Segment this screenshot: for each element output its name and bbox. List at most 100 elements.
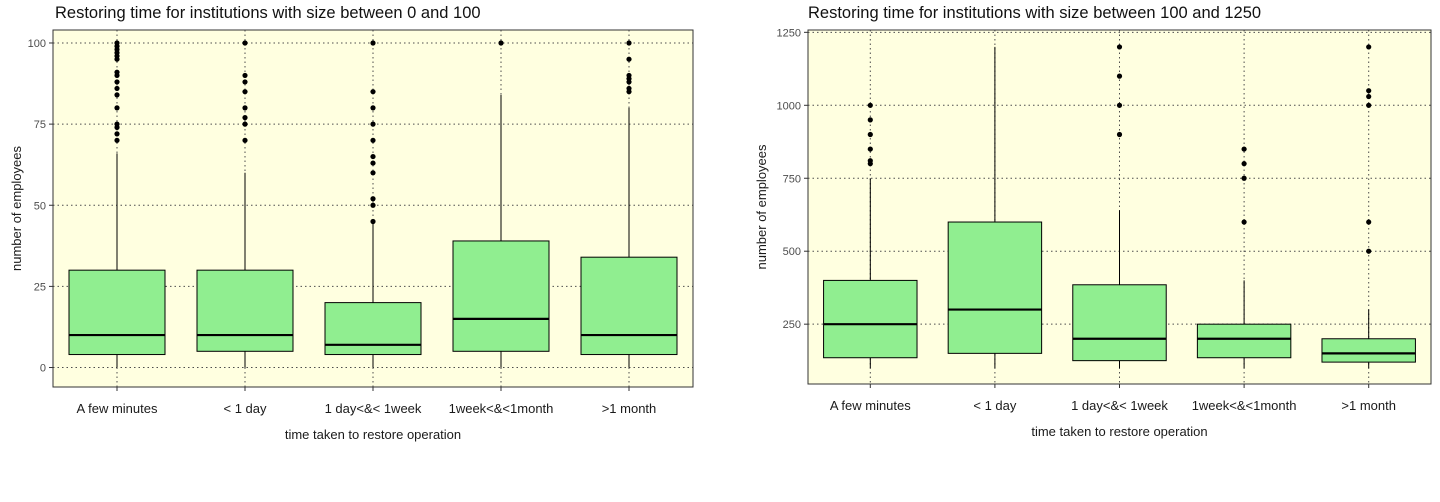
outlier-point xyxy=(626,72,632,79)
outlier-point xyxy=(1241,175,1247,181)
outlier-point xyxy=(370,170,376,176)
outlier-point xyxy=(242,115,248,121)
outlier-point xyxy=(1241,146,1247,152)
outlier-point xyxy=(626,40,632,46)
box-group xyxy=(324,40,422,368)
y-tick-label: 50 xyxy=(34,200,46,212)
outlier-point xyxy=(242,40,248,46)
x-tick-label: A few minutes xyxy=(830,398,911,413)
box xyxy=(324,302,422,356)
x-tick-label: >1 month xyxy=(1341,398,1396,413)
box xyxy=(947,221,1043,354)
outlier-point xyxy=(114,79,120,85)
x-tick-label: >1 month xyxy=(602,401,657,416)
y-tick-label: 0 xyxy=(40,363,46,375)
left-chart-panel: Restoring time for institutions with siz… xyxy=(9,4,694,442)
outlier-point xyxy=(242,121,248,127)
box-group xyxy=(947,46,1043,368)
y-tick-label: 100 xyxy=(28,38,46,50)
outlier-point xyxy=(1116,131,1123,138)
outlier-point xyxy=(114,92,120,98)
outlier-point xyxy=(1116,44,1123,50)
x-axis-title: time taken to restore operation xyxy=(1031,424,1207,439)
outlier-point xyxy=(1366,102,1372,108)
outlier-point xyxy=(626,56,632,62)
x-tick-label: A few minutes xyxy=(77,401,158,416)
outlier-point xyxy=(114,121,120,127)
outlier-point xyxy=(867,131,873,138)
y-tick-label: 500 xyxy=(783,246,801,258)
box-group xyxy=(452,40,550,368)
outlier-point xyxy=(867,117,873,123)
box-group xyxy=(1321,44,1416,368)
x-tick-label: 1 day<&< 1week xyxy=(1071,398,1168,413)
y-tick-label: 1000 xyxy=(777,100,801,112)
x-tick-label: < 1 day xyxy=(223,401,267,416)
box-group xyxy=(1072,44,1167,368)
outlier-point xyxy=(498,40,504,46)
left-chart-title: Restoring time for institutions with siz… xyxy=(55,4,481,22)
outlier-point xyxy=(114,40,120,46)
box xyxy=(452,240,550,352)
x-tick-label: 1week<&<1month xyxy=(449,401,554,416)
outlier-point xyxy=(867,158,873,164)
y-tick-label: 250 xyxy=(783,319,801,331)
y-tick-label: 75 xyxy=(34,119,46,131)
box-group xyxy=(823,102,918,368)
outlier-point xyxy=(370,121,376,127)
box-group xyxy=(580,40,678,368)
right-chart-title: Restoring time for institutions with siz… xyxy=(808,4,1262,22)
outlier-point xyxy=(626,85,632,92)
outlier-point xyxy=(1366,44,1372,50)
outlier-point xyxy=(370,137,376,143)
y-axis-title: number of employees xyxy=(9,145,24,271)
outlier-point xyxy=(242,105,248,111)
outlier-point xyxy=(242,137,248,143)
y-tick-label: 25 xyxy=(34,281,46,293)
x-tick-label: 1 day<&< 1week xyxy=(325,401,422,416)
outlier-point xyxy=(1116,73,1123,79)
outlier-point xyxy=(1366,248,1372,254)
outlier-point xyxy=(1241,161,1247,167)
right-chart-panel: Restoring time for institutions with siz… xyxy=(745,0,1440,502)
x-axis-title: time taken to restore operation xyxy=(285,427,461,442)
box xyxy=(1321,338,1416,363)
box xyxy=(823,279,918,359)
box xyxy=(68,269,166,356)
y-axis-title: number of employees xyxy=(754,144,769,270)
box xyxy=(1196,323,1292,359)
left-boxplot-svg: 0 25 50 75 100 A few minutes < 1 day 1 day<&< 1… xyxy=(9,29,694,442)
y-tick-label: 750 xyxy=(783,173,801,185)
outlier-point xyxy=(114,69,120,75)
outlier-point xyxy=(370,196,376,202)
outlier-point xyxy=(114,85,120,92)
outlier-point xyxy=(867,146,873,152)
box xyxy=(580,256,678,356)
y-tick-label: 1250 xyxy=(777,27,801,39)
outlier-point xyxy=(114,137,120,143)
box-group xyxy=(68,40,166,368)
outlier-point xyxy=(370,40,376,46)
outlier-point xyxy=(242,79,248,85)
x-tick-label: 1week<&<1month xyxy=(1192,398,1297,413)
x-tick-label: < 1 day xyxy=(973,398,1017,413)
outlier-point xyxy=(370,202,376,208)
outlier-point xyxy=(370,218,376,225)
outlier-point xyxy=(242,89,248,95)
box xyxy=(1072,284,1167,362)
box-group xyxy=(1196,146,1292,368)
outlier-point xyxy=(114,131,120,137)
outlier-point xyxy=(1366,88,1372,94)
outlier-point xyxy=(370,160,376,166)
outlier-point xyxy=(1366,219,1372,225)
outlier-point xyxy=(867,102,873,108)
right-boxplot-svg: 250 500 750 1000 1250 A few minutes < 1 day 1 d… xyxy=(754,27,1432,439)
outlier-point xyxy=(242,72,248,79)
box xyxy=(196,269,294,352)
outlier-point xyxy=(370,105,376,111)
outlier-point xyxy=(370,89,376,95)
outlier-point xyxy=(1116,102,1123,108)
box-group xyxy=(196,40,294,368)
outlier-point xyxy=(114,105,120,111)
outlier-point xyxy=(1366,93,1372,100)
